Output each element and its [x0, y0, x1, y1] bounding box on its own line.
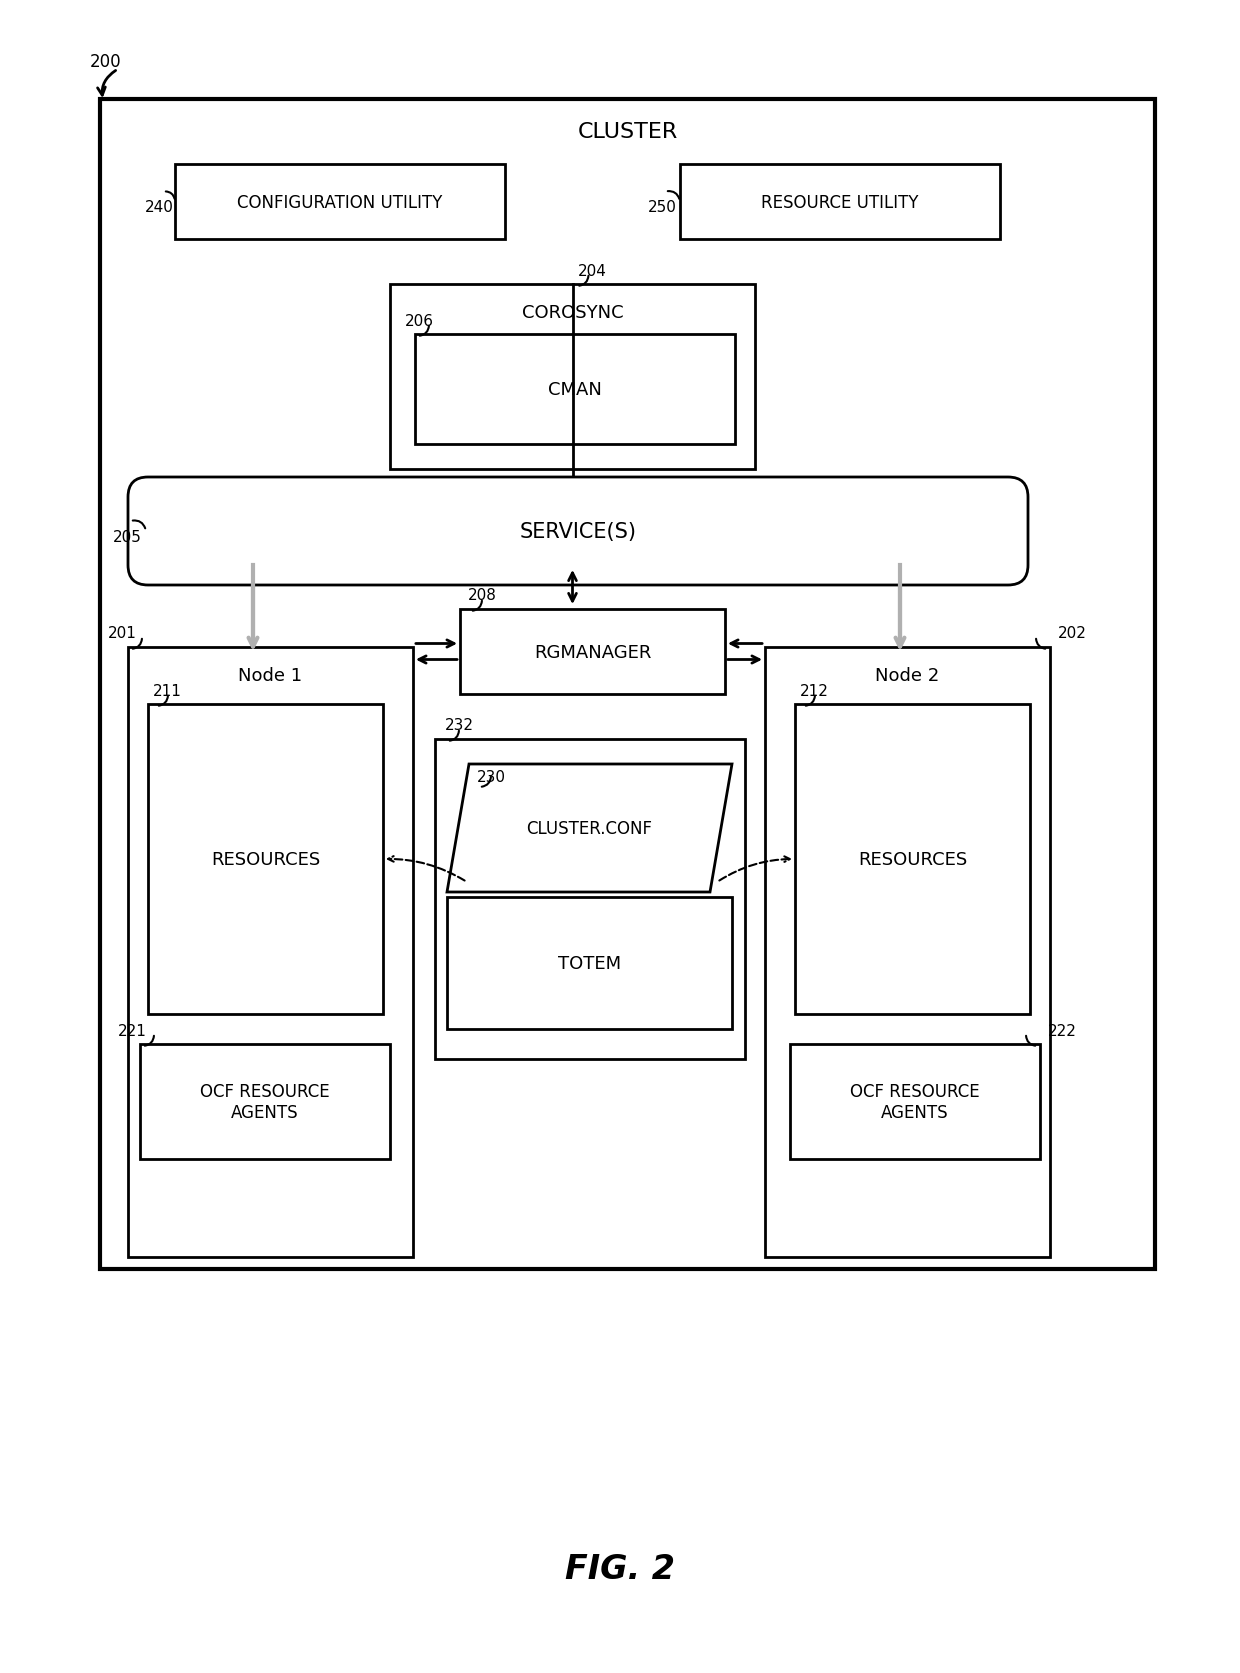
Text: FIG. 2: FIG. 2	[565, 1553, 675, 1586]
Bar	[460, 609, 725, 694]
Polygon shape	[446, 765, 732, 892]
Bar	[100, 100, 1154, 1270]
Text: 202: 202	[1058, 626, 1087, 641]
Bar	[765, 647, 1050, 1256]
Bar	[790, 1044, 1040, 1159]
Bar	[415, 335, 735, 445]
Text: RESOURCE UTILITY: RESOURCE UTILITY	[761, 194, 919, 211]
Bar	[435, 739, 745, 1059]
Text: 221: 221	[118, 1022, 146, 1037]
Text: SERVICE(S): SERVICE(S)	[520, 522, 636, 542]
Bar	[446, 897, 732, 1029]
Text: OCF RESOURCE
AGENTS: OCF RESOURCE AGENTS	[851, 1082, 980, 1121]
Text: 211: 211	[153, 683, 182, 698]
Bar	[128, 647, 413, 1256]
Text: 212: 212	[800, 683, 828, 698]
Bar	[391, 284, 755, 470]
Text: 232: 232	[445, 718, 474, 733]
Text: RGMANAGER: RGMANAGER	[533, 642, 651, 661]
Text: CLUSTER: CLUSTER	[578, 122, 677, 142]
Text: 201: 201	[108, 626, 136, 641]
Text: Node 2: Node 2	[875, 666, 940, 684]
Text: 222: 222	[1048, 1022, 1076, 1037]
Text: OCF RESOURCE
AGENTS: OCF RESOURCE AGENTS	[200, 1082, 330, 1121]
Text: 204: 204	[578, 263, 606, 278]
Bar	[175, 166, 505, 239]
Bar	[148, 704, 383, 1014]
Text: 230: 230	[477, 770, 506, 785]
Text: RESOURCES: RESOURCES	[211, 850, 320, 868]
Text: 200: 200	[91, 54, 122, 70]
Text: 208: 208	[467, 589, 497, 604]
Text: CMAN: CMAN	[548, 381, 601, 398]
Text: Node 1: Node 1	[238, 666, 303, 684]
Text: 240: 240	[145, 199, 174, 214]
Text: TOTEM: TOTEM	[558, 954, 621, 972]
Text: RESOURCES: RESOURCES	[858, 850, 967, 868]
Text: 250: 250	[649, 199, 677, 214]
Text: CLUSTER.CONF: CLUSTER.CONF	[527, 820, 652, 838]
FancyBboxPatch shape	[128, 478, 1028, 586]
Bar	[140, 1044, 391, 1159]
Bar	[795, 704, 1030, 1014]
Text: COROSYNC: COROSYNC	[522, 304, 624, 321]
Text: CONFIGURATION UTILITY: CONFIGURATION UTILITY	[237, 194, 443, 211]
Text: 206: 206	[405, 313, 434, 328]
Bar	[680, 166, 999, 239]
Text: 205: 205	[113, 529, 141, 544]
